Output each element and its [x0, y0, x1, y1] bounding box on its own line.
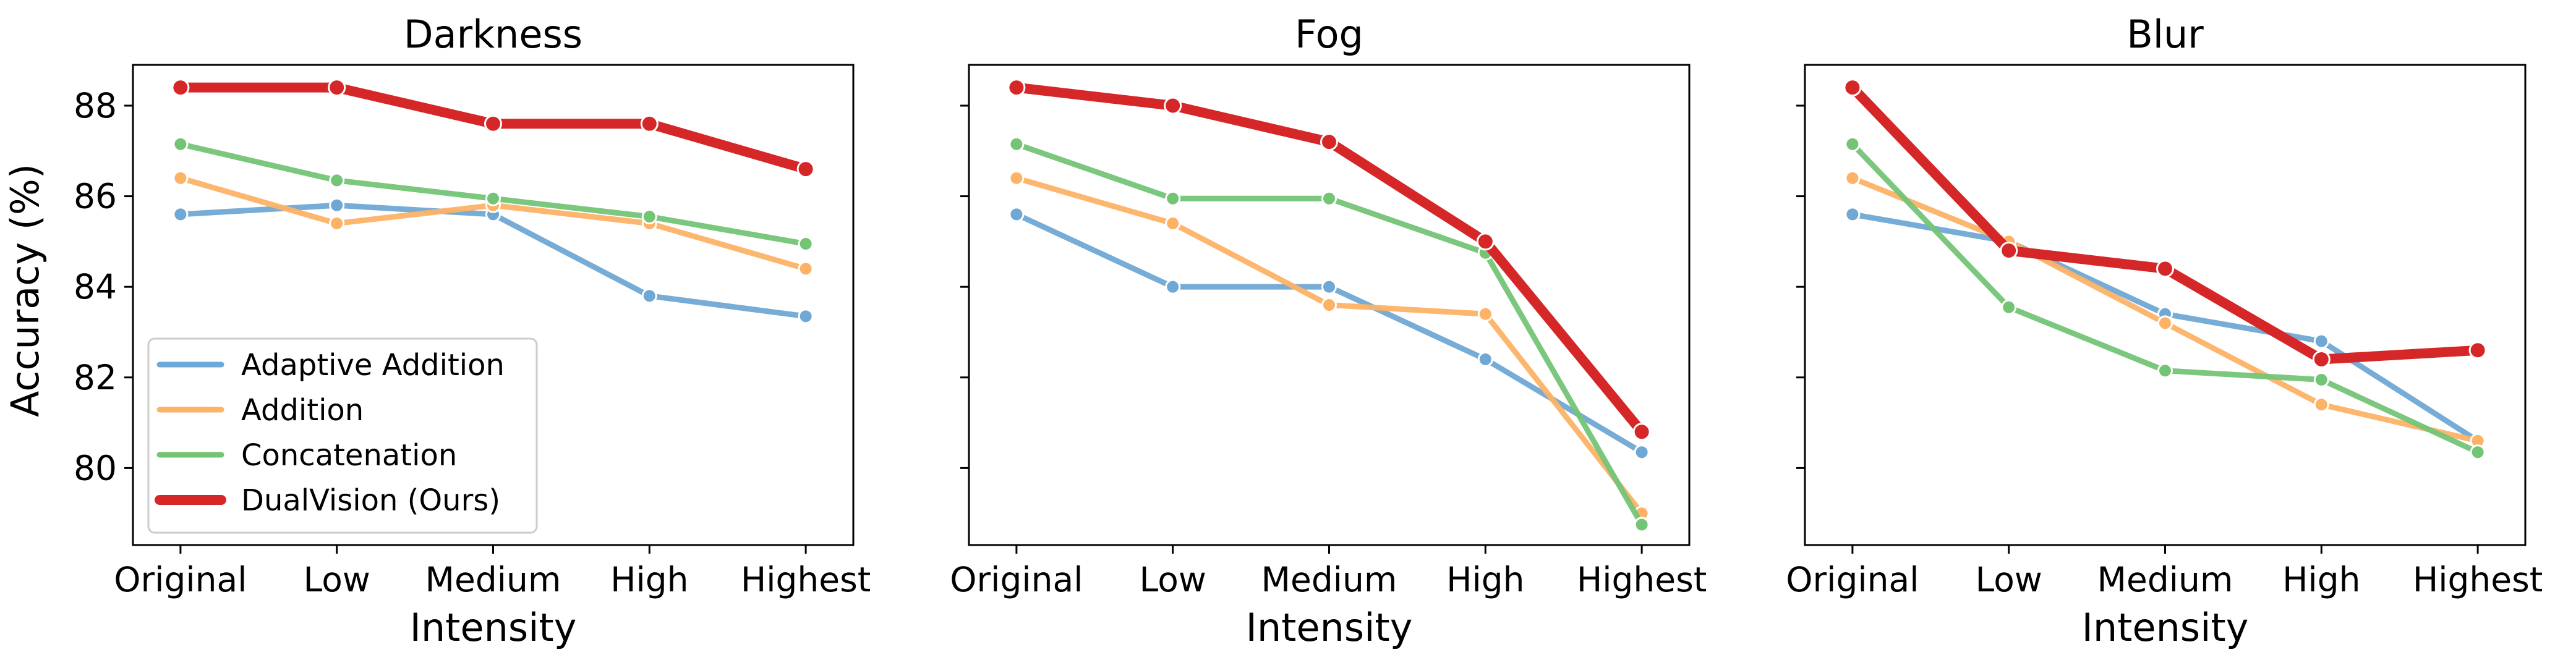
data-point-addition [2313, 397, 2329, 413]
data-point-dualvision-ours [1320, 133, 1338, 151]
data-point-concatenation [1845, 136, 1861, 152]
x-axis-label: Intensity [1246, 605, 1413, 650]
legend-label: Addition [241, 393, 364, 428]
x-tick-label: Low [304, 560, 370, 599]
series-line-adaptive-addition [1013, 211, 1645, 455]
data-point-concatenation [2001, 299, 2017, 315]
data-point-addition [1165, 216, 1181, 232]
plot-frame [968, 64, 1691, 546]
data-point-dualvision-ours [1843, 78, 1862, 97]
x-tick-label: Highest [2413, 560, 2543, 599]
data-point-dualvision-ours [484, 114, 502, 133]
legend: Adaptive Addition Addition Concatenation Du… [147, 337, 538, 534]
y-axis-label: Accuracy (%) [2, 164, 48, 417]
data-point-concatenation [1321, 190, 1337, 206]
data-point-adaptive-addition [2313, 333, 2329, 349]
x-tick-label: Original [950, 560, 1083, 599]
data-point-adaptive-addition [798, 308, 814, 324]
data-point-dualvision-ours [2468, 341, 2487, 360]
data-point-concatenation [2470, 444, 2486, 460]
legend-box [147, 337, 538, 534]
data-point-adaptive-addition [1477, 351, 1493, 367]
data-point-addition [1009, 170, 1025, 186]
data-point-dualvision-ours [1476, 232, 1495, 251]
x-tick-label: High [610, 560, 688, 599]
legend-label: Adaptive Addition [241, 348, 505, 383]
data-point-concatenation [329, 172, 345, 188]
x-axis-label: Intensity [410, 605, 577, 650]
legend-label: Concatenation [241, 438, 457, 473]
data-point-adaptive-addition [1321, 279, 1337, 295]
x-tick-label: Medium [425, 560, 561, 599]
data-point-dualvision-ours [640, 114, 659, 133]
data-point-dualvision-ours [2312, 350, 2331, 368]
data-point-addition [798, 261, 814, 277]
y-tick-label: 82 [74, 358, 117, 397]
x-tick-label: Highest [1577, 560, 1707, 599]
data-point-concatenation [1009, 136, 1025, 152]
data-point-addition [1321, 297, 1337, 313]
data-point-dualvision-ours [1632, 423, 1651, 441]
series-line-addition [1013, 175, 1645, 517]
data-point-dualvision-ours [328, 78, 346, 97]
x-axis-label: Intensity [2082, 605, 2249, 650]
chart-panel-fog: Fog Original Low Medium High Highest Intensity [950, 12, 1707, 650]
data-point-concatenation [798, 236, 814, 252]
data-point-dualvision-ours [2000, 242, 2018, 260]
data-point-adaptive-addition [1634, 444, 1650, 460]
data-point-dualvision-ours [2156, 260, 2174, 278]
x-tick-label: Original [114, 560, 247, 599]
data-point-dualvision-ours [171, 78, 190, 97]
data-point-concatenation [485, 190, 501, 206]
x-tick-label: High [2282, 560, 2360, 599]
x-tick-label: Highest [741, 560, 871, 599]
y-tick-label: 80 [74, 448, 117, 488]
data-point-concatenation [2157, 363, 2173, 379]
data-point-adaptive-addition [173, 206, 189, 222]
data-point-concatenation [1165, 190, 1181, 206]
data-point-concatenation [1634, 517, 1650, 533]
y-tick-label: 86 [74, 177, 117, 216]
x-tick-label: Low [1140, 560, 1206, 599]
data-point-adaptive-addition [641, 288, 657, 304]
data-point-addition [2157, 315, 2173, 331]
x-tick-label: High [1446, 560, 1524, 599]
data-point-addition [1845, 170, 1861, 186]
y-tick-label: 84 [74, 267, 117, 307]
legend-label: DualVision (Ours) [241, 483, 500, 518]
plot-frame [1804, 64, 2527, 546]
data-point-concatenation [641, 209, 657, 225]
data-point-concatenation [173, 136, 189, 152]
chart-panel-blur: Blur Original Low Medium High Highest Intensit… [1786, 12, 2543, 650]
data-point-concatenation [2313, 371, 2329, 387]
chart-title: Darkness [404, 12, 582, 57]
data-point-adaptive-addition [329, 197, 345, 213]
data-point-adaptive-addition [1165, 279, 1181, 295]
chart-title: Fog [1295, 12, 1363, 57]
data-point-adaptive-addition [1009, 206, 1025, 222]
x-tick-label: Low [1976, 560, 2042, 599]
data-point-dualvision-ours [1007, 78, 1026, 97]
data-point-addition [1477, 306, 1493, 322]
data-point-dualvision-ours [1164, 96, 1182, 115]
chart-panel-darkness: Darkness 80 82 84 86 88 Original Low Medium High H… [74, 12, 871, 650]
data-point-addition [329, 216, 345, 232]
x-tick-label: Medium [2097, 560, 2233, 599]
x-tick-label: Original [1786, 560, 1919, 599]
data-point-dualvision-ours [796, 160, 815, 179]
data-point-addition [173, 170, 189, 186]
y-tick-label: 88 [74, 86, 117, 125]
data-point-adaptive-addition [1845, 206, 1861, 222]
x-tick-label: Medium [1261, 560, 1397, 599]
chart-title: Blur [2126, 12, 2204, 57]
plot-frame [132, 64, 855, 546]
